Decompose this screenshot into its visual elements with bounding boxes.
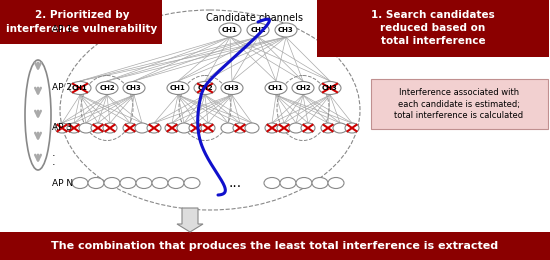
Ellipse shape [201,123,215,133]
Ellipse shape [345,123,359,133]
Text: ...: ... [228,176,241,190]
Ellipse shape [312,178,328,188]
Ellipse shape [219,23,241,37]
Ellipse shape [277,123,291,133]
Ellipse shape [136,178,152,188]
Text: AP N: AP N [52,179,73,187]
Ellipse shape [79,123,93,133]
Ellipse shape [321,123,335,133]
Text: CH2: CH2 [250,27,266,33]
Ellipse shape [245,123,259,133]
Ellipse shape [104,178,120,188]
Text: CH3: CH3 [126,85,142,91]
Ellipse shape [221,123,235,133]
Ellipse shape [88,178,104,188]
FancyBboxPatch shape [371,79,548,129]
Text: CH2: CH2 [99,85,115,91]
Ellipse shape [135,123,149,133]
Text: 1. Search candidates
reduced based on
total interference: 1. Search candidates reduced based on to… [371,10,495,46]
Ellipse shape [265,123,279,133]
Ellipse shape [184,178,200,188]
FancyBboxPatch shape [317,0,549,57]
Text: AP 2: AP 2 [52,83,72,93]
Ellipse shape [177,123,191,133]
Ellipse shape [167,81,189,94]
Ellipse shape [152,178,168,188]
Text: CH3: CH3 [278,27,294,33]
Ellipse shape [319,81,341,94]
Ellipse shape [123,123,137,133]
Text: CH2: CH2 [197,85,213,91]
Ellipse shape [233,123,247,133]
Ellipse shape [55,123,69,133]
Ellipse shape [123,81,145,94]
Text: .: . [52,148,56,158]
Text: CH1: CH1 [268,85,284,91]
Text: The combination that produces the least total interference is extracted: The combination that produces the least … [52,241,498,251]
FancyBboxPatch shape [0,0,162,44]
Ellipse shape [328,178,344,188]
Ellipse shape [72,178,88,188]
Ellipse shape [165,123,179,133]
Ellipse shape [69,81,91,94]
Text: CH1: CH1 [72,85,88,91]
Text: AP 3: AP 3 [52,124,72,133]
Text: CH3: CH3 [224,85,240,91]
Ellipse shape [280,178,296,188]
Text: Interference associated with
each candidate is estimated;
total interference is : Interference associated with each candid… [394,88,524,120]
Ellipse shape [264,178,280,188]
Text: CH2: CH2 [295,85,311,91]
Text: Candidate channels: Candidate channels [206,13,304,23]
Text: CH3: CH3 [322,85,338,91]
Text: .: . [52,157,56,167]
Ellipse shape [120,178,136,188]
Text: 2. Prioritized by
interference vulnerability: 2. Prioritized by interference vulnerabi… [7,10,158,34]
FancyBboxPatch shape [0,232,550,260]
Ellipse shape [296,178,312,188]
Text: CH1: CH1 [222,27,238,33]
Ellipse shape [96,81,118,94]
Text: CH1: CH1 [170,85,186,91]
Text: AP 1: AP 1 [52,25,72,35]
Ellipse shape [221,81,243,94]
Ellipse shape [194,81,216,94]
Ellipse shape [292,81,314,94]
Ellipse shape [289,123,303,133]
Ellipse shape [147,123,161,133]
Ellipse shape [189,123,203,133]
Ellipse shape [103,123,117,133]
Ellipse shape [301,123,315,133]
Ellipse shape [168,178,184,188]
Ellipse shape [67,123,81,133]
Ellipse shape [247,23,269,37]
Ellipse shape [275,23,297,37]
Ellipse shape [265,81,287,94]
FancyArrow shape [177,208,203,232]
Ellipse shape [91,123,105,133]
Ellipse shape [333,123,347,133]
